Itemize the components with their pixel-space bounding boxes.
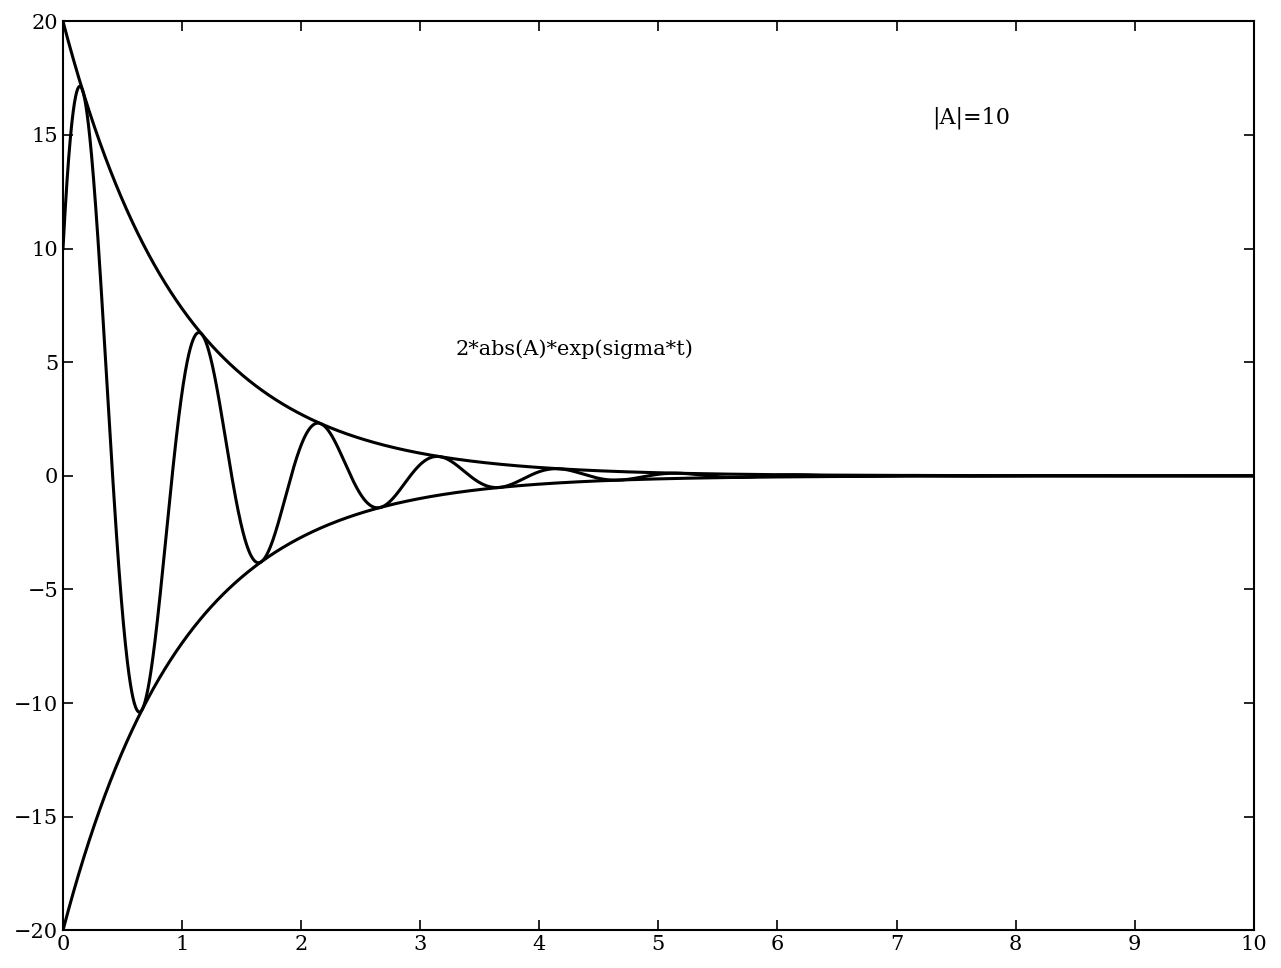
- Text: |A|=10: |A|=10: [933, 106, 1011, 129]
- Text: 2*abs(A)*exp(sigma*t): 2*abs(A)*exp(sigma*t): [456, 340, 694, 359]
